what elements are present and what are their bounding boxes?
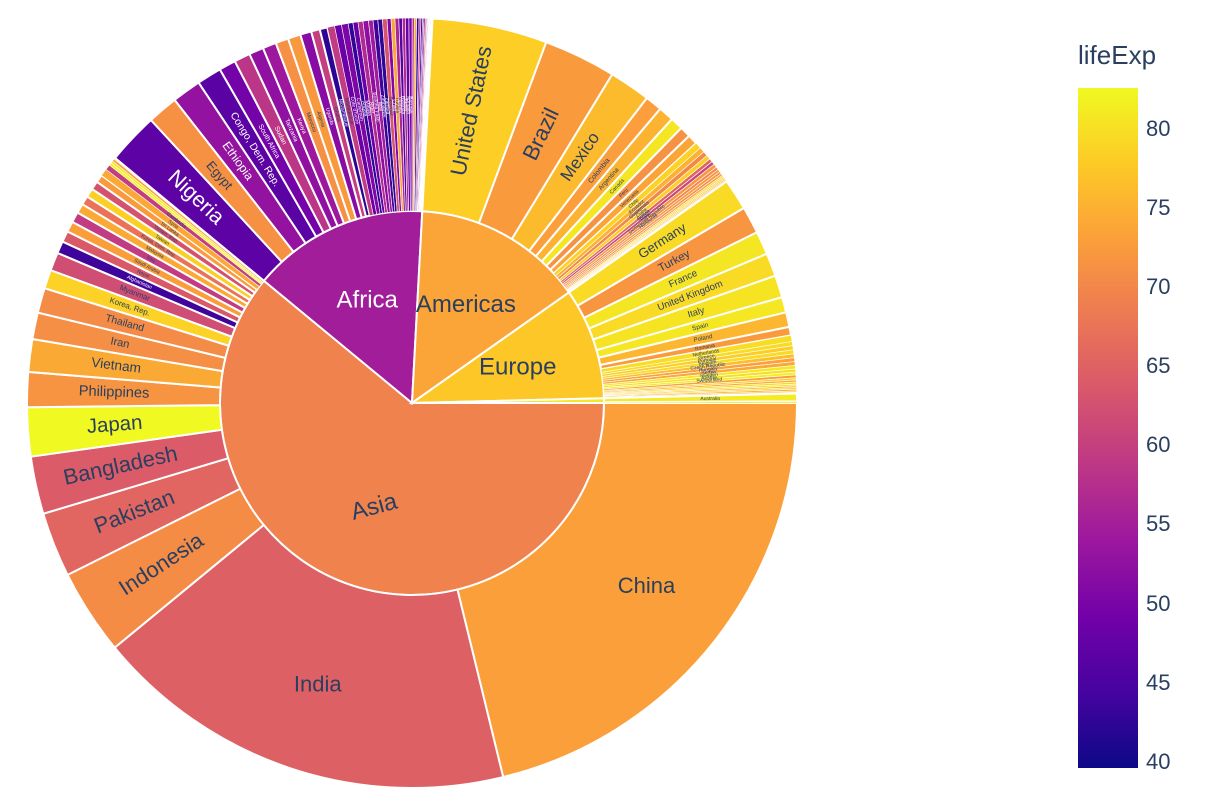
label-country-peru: Peru	[618, 187, 630, 199]
colorbar-tick-45: 45	[1146, 669, 1171, 695]
label-country-tunisia: Tunisia	[394, 97, 401, 113]
label-country-guinea: Guinea	[397, 97, 404, 114]
label-country-niger: Niger	[368, 101, 376, 114]
label-country-uganda: Uganda	[324, 107, 335, 126]
colorbar-tick-50: 50	[1146, 590, 1171, 616]
label-country-haiti: Haiti	[640, 212, 652, 223]
label-continent-africa: Africa	[337, 286, 399, 313]
label-country-portugal: Portugal	[697, 356, 716, 365]
label-country-madagascar: Madagascar	[343, 98, 355, 126]
colorbar-tick-65: 65	[1146, 353, 1171, 379]
colorbar-tick-75: 75	[1146, 195, 1171, 221]
label-country-kenya: Kenya	[295, 118, 307, 136]
label-country-angola: Angola	[360, 101, 368, 118]
label-country-switzerland: Switzerland	[696, 377, 722, 385]
label-country-serbia: Serbia	[701, 369, 716, 376]
label-country-australia: Australia	[700, 396, 720, 402]
colorbar-title: lifeExp	[1078, 40, 1157, 70]
sector-country-new-zealand[interactable]	[603, 401, 798, 404]
label-country-zambia: Zambia	[383, 97, 390, 114]
colorbar-tick-60: 60	[1146, 432, 1171, 458]
colorbar-tick-40: 40	[1146, 748, 1171, 774]
colorbar-gradient	[1078, 88, 1138, 768]
label-country-india: India	[294, 672, 342, 697]
label-country-philippines: Philippines	[78, 383, 149, 401]
label-country-hungary: Hungary	[699, 366, 719, 374]
label-country-burkina-faso: Burkina Faso	[371, 92, 381, 122]
label-country-netherlands: Netherlands	[692, 348, 720, 359]
label-country-senegal: Senegal	[387, 96, 394, 115]
label-country-zimbabwe: Zimbabwe	[379, 94, 387, 118]
label-country-benin: Benin	[402, 98, 408, 111]
colorbar-tick-80: 80	[1146, 116, 1171, 142]
label-country-nepal: Nepal	[136, 269, 150, 280]
label-country-belgium: Belgium	[698, 359, 717, 367]
label-country-vietnam: Vietnam	[91, 355, 142, 376]
label-continent-americas: Americas	[416, 291, 516, 318]
label-country-malawi: Malawi	[364, 100, 372, 116]
colorbar-tick-55: 55	[1146, 511, 1171, 537]
label-country-somalia: Somalia	[405, 96, 411, 114]
label-country-cote-d-ivoire: Cote d'Ivoire	[349, 96, 360, 125]
label-country-china: China	[618, 573, 676, 598]
label-country-ghana: Ghana	[332, 106, 342, 122]
sector-country-india[interactable]	[113, 523, 505, 789]
label-country-japan: Japan	[86, 412, 143, 438]
label-country-spain: Spain	[691, 321, 709, 332]
label-country-cameroon: Cameroon	[355, 97, 365, 121]
label-country-romania: Romania	[695, 343, 716, 353]
sector-country-china[interactable]	[456, 402, 799, 779]
label-country-greece: Greece	[698, 353, 715, 361]
label-country-iran: Iran	[109, 335, 130, 351]
label-country-syria: Syria	[167, 219, 180, 231]
label-country-iraq: Iraq	[145, 255, 156, 265]
label-country-poland: Poland	[693, 333, 713, 344]
label-country-italy: Italy	[686, 305, 706, 320]
label-country-chad: Chad	[391, 99, 398, 112]
label-continent-europe: Europe	[479, 353, 556, 380]
label-country-mali: Mali	[376, 102, 383, 112]
label-country-czech-republic: Czech Republic	[690, 362, 726, 372]
colorbar-tick-70: 70	[1146, 274, 1171, 300]
label-country-austria: Austria	[701, 375, 717, 382]
label-country-rwanda: Rwanda	[400, 96, 407, 115]
label-country-sweden: Sweden	[700, 372, 719, 380]
label-country-algeria: Algeria	[315, 111, 326, 129]
label-country-burundi: Burundi	[407, 96, 413, 113]
